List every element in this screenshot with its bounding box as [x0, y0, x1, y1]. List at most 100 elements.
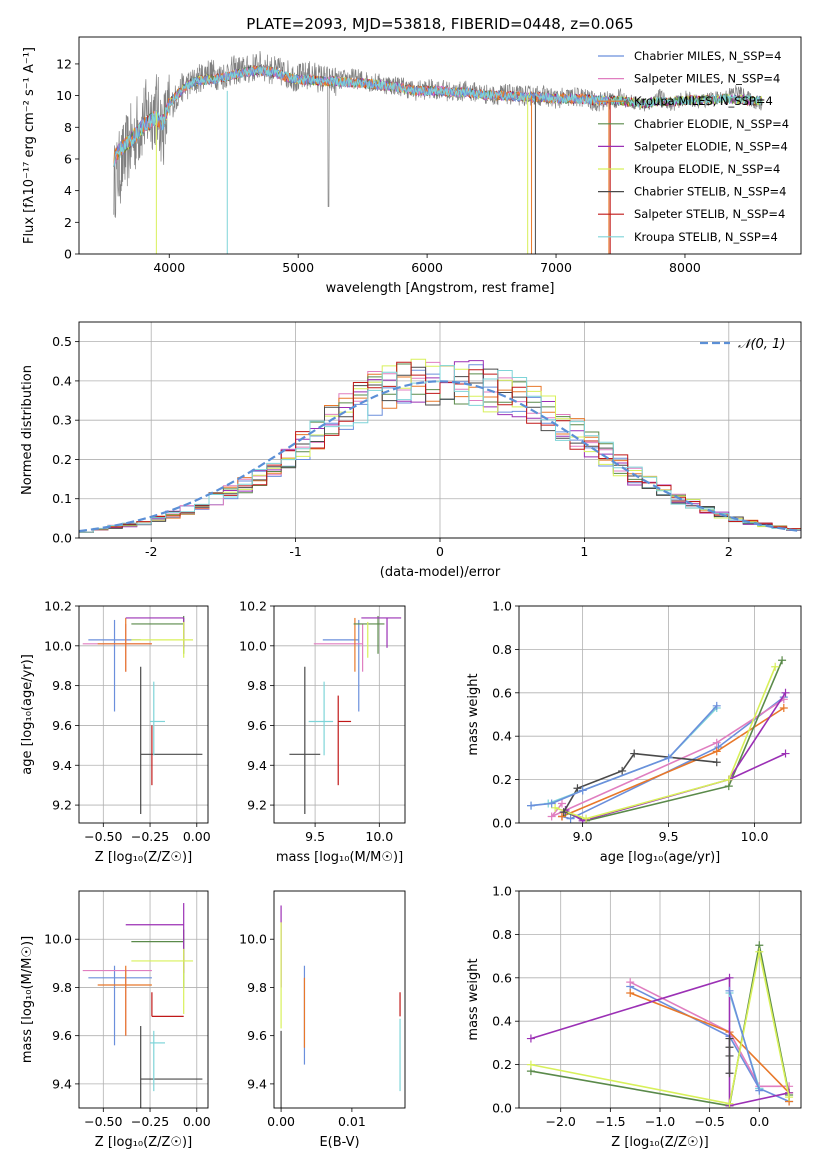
y-tick-label: 9.4 [52, 1076, 72, 1091]
axes-frame [78, 321, 802, 539]
mass-weight-marker [712, 701, 721, 710]
y-tick-label: 0.4 [492, 1014, 512, 1029]
y-tick-label: 9.4 [247, 1076, 267, 1091]
x-axis-label: E(B-V) [319, 1135, 359, 1150]
x-tick-label: −0.50 [84, 829, 122, 844]
axes-frame [518, 605, 802, 824]
y-tick-label: 9.2 [52, 798, 72, 813]
mass-weight-marker [755, 947, 764, 956]
y-tick-label: 1.0 [492, 884, 512, 899]
mass-weight-marker [547, 812, 556, 821]
y-tick-label: 10.2 [239, 599, 267, 614]
normal-distribution-curve [79, 380, 801, 533]
mass-weight-marker [626, 988, 635, 997]
residual-histogram-panel: -2 -1 0 1 2 0.0 0.1 0.2 0.3 0.4 0.5 (data-model)/er… [20, 321, 802, 580]
mass-vs-metallicity-panel: −0.50 −0.25 0.00 9.4 9.6 9.8 10.0 Z [log₁₀(Z/Z☉… [20, 890, 211, 1150]
legend-label: Chabrier MILES, N_SSP=4 [634, 49, 781, 63]
x-tick-label: 8000 [669, 260, 701, 275]
y-tick-label: 0.8 [492, 642, 512, 657]
x-tick-label: −0.25 [131, 829, 169, 844]
plot-area [79, 358, 801, 533]
axes-frame [78, 890, 209, 1109]
mass-weight-marker [779, 703, 788, 712]
y-tick-label: 9.2 [247, 798, 267, 813]
mass-weight-marker [566, 814, 575, 823]
mass-weight-marker [725, 1043, 734, 1052]
mass-weight-line [554, 666, 776, 820]
mass-weight-marker [725, 1099, 734, 1108]
model-spectrum-line [113, 65, 608, 167]
y-tick-label: 0.8 [492, 927, 512, 942]
x-tick-label: 10.0 [365, 829, 393, 844]
y-axis-label: Flux [fλ10⁻¹⁷ erg cm⁻² s⁻¹ A⁻¹] [22, 47, 37, 244]
mass-weight-marker [785, 1093, 794, 1102]
mass-weight-marker [573, 784, 582, 793]
x-axis-label: (data-model)/error [380, 565, 501, 580]
mass-weight-marker [725, 1051, 734, 1060]
mass-weight-marker [547, 799, 556, 808]
mass-weight-line [728, 990, 761, 1091]
x-tick-label: 2 [725, 544, 733, 559]
y-tick-label: 9.6 [247, 1028, 267, 1043]
legend-label: Salpeter STELIB, N_SSP=4 [634, 207, 785, 221]
residual-histogram-step [79, 365, 801, 533]
y-tick-label: 0.0 [492, 816, 512, 831]
mass-weight-marker [724, 775, 733, 784]
mass-vs-extinction-panel: 0.00 0.01 9.4 9.6 9.8 10.0 E(B-V) [239, 890, 406, 1150]
y-axis-label: mass weight [466, 673, 481, 755]
mass-weight-marker [781, 749, 790, 758]
mass-weight-marker [582, 814, 591, 823]
mass-weight-marker [618, 766, 627, 775]
mass-weight-marker [526, 1034, 535, 1043]
mass-weight-marker [559, 808, 568, 817]
x-tick-label: −0.25 [131, 1114, 169, 1129]
mass-weight-marker [626, 978, 635, 987]
y-tick-label: 0.3 [52, 413, 72, 428]
figure-title: PLATE=2093, MJD=53818, FIBERID=0448, z=0… [246, 15, 633, 33]
mass-weight-marker [557, 799, 566, 808]
x-tick-label: 0.01 [338, 1114, 366, 1129]
legend-label: Chabrier ELODIE, N_SSP=4 [634, 117, 789, 131]
y-tick-label: 9.8 [52, 678, 72, 693]
axes-frame [518, 890, 802, 1109]
y-tick-label: 0.0 [492, 1101, 512, 1116]
y-tick-label: 9.8 [52, 980, 72, 995]
age-vs-mass-panel: 9.5 10.0 9.2 9.4 9.6 9.8 10.0 10.2 mass [log₁₀(M… [239, 599, 406, 865]
x-axis-label: Z [log₁₀(Z/Z☉)] [95, 1135, 192, 1150]
y-tick-label: 8 [64, 120, 72, 135]
y-tick-label: 10.0 [239, 638, 267, 653]
x-tick-label: 9.5 [305, 829, 325, 844]
y-tick-label: 4 [64, 183, 72, 198]
x-tick-label: 0.00 [183, 829, 211, 844]
y-tick-label: 0.5 [52, 334, 72, 349]
mass-weight-marker [781, 688, 790, 697]
x-tick-label: 0.00 [183, 1114, 211, 1129]
plot-area [280, 905, 401, 1108]
y-tick-label: 9.6 [247, 718, 267, 733]
mass-weight-marker [712, 738, 721, 747]
y-tick-label: 0.2 [492, 1057, 512, 1072]
x-tick-label: -1 [289, 544, 301, 559]
x-tick-label: -2 [145, 544, 157, 559]
y-tick-label: 9.4 [247, 758, 267, 773]
massweight-vs-metallicity-panel: −2.0 −1.5 −1.0 −0.5 0.0 0.0 0.2 0.4 0.6 0.8 1.0 Z [… [466, 884, 802, 1150]
axes-frame [273, 605, 406, 824]
x-tick-label: −2.0 [546, 1114, 576, 1129]
x-tick-label: 0.00 [267, 1114, 295, 1129]
x-axis-label: wavelength [Angstrom, rest frame] [326, 281, 555, 296]
x-tick-label: 6000 [411, 260, 443, 275]
x-axis-label: mass [log₁₀(M/M☉)] [276, 850, 403, 865]
legend-label: 𝒩(0, 1) [738, 337, 785, 352]
plot-area [526, 941, 794, 1108]
y-tick-label: 12 [56, 56, 72, 71]
y-tick-label: 1.0 [492, 599, 512, 614]
mass-weight-marker [557, 812, 566, 821]
x-tick-label: 7000 [540, 260, 572, 275]
x-tick-label: 5000 [282, 260, 314, 275]
x-tick-label: 0 [436, 544, 444, 559]
y-tick-label: 0.6 [492, 970, 512, 985]
y-tick-label: 9.6 [52, 718, 72, 733]
x-tick-label: −1.5 [595, 1114, 625, 1129]
y-tick-label: 10.0 [239, 932, 267, 947]
